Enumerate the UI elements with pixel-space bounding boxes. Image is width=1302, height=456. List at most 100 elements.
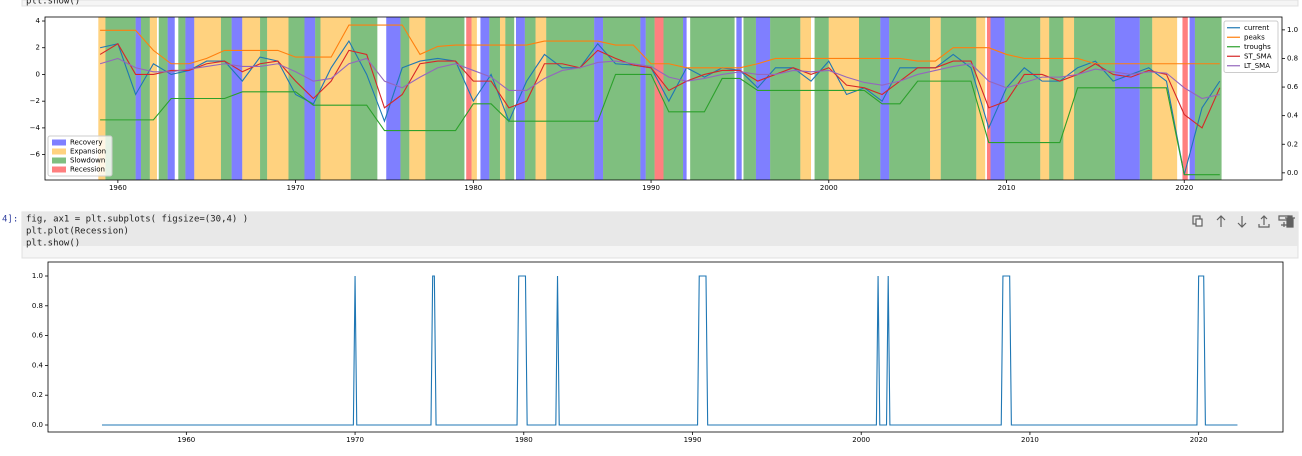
y-tick-label: 0.6 bbox=[32, 332, 44, 340]
region-span bbox=[930, 17, 941, 180]
region-span bbox=[828, 17, 860, 180]
region-span bbox=[1114, 17, 1140, 180]
y-tick-label: 2 bbox=[36, 44, 40, 52]
region-span bbox=[683, 17, 687, 180]
cell-prompt: 4]: bbox=[2, 215, 18, 225]
plot-area bbox=[101, 275, 1238, 426]
legend-label: Recession bbox=[70, 166, 105, 174]
y2-tick-label: 0.4 bbox=[1287, 112, 1299, 120]
cell-selection bbox=[22, 212, 1298, 246]
y-tick-label: −4 bbox=[30, 124, 41, 132]
region-span bbox=[140, 17, 150, 180]
region-span bbox=[594, 17, 604, 180]
region-span bbox=[814, 17, 829, 180]
region-span bbox=[889, 17, 931, 180]
region-span bbox=[1063, 17, 1075, 180]
x-tick-label: 1990 bbox=[684, 436, 702, 444]
region-span bbox=[663, 17, 684, 180]
region-span bbox=[260, 17, 268, 180]
legend-swatch bbox=[52, 139, 66, 146]
data-line bbox=[99, 57, 1220, 100]
region-span bbox=[654, 17, 664, 180]
region-span bbox=[986, 17, 991, 180]
region-span bbox=[1004, 17, 1041, 180]
region-span bbox=[736, 17, 742, 180]
code-line: plt.show() bbox=[26, 239, 80, 249]
region-span bbox=[940, 17, 977, 180]
region-span bbox=[1189, 17, 1195, 180]
y2-tick-label: 0.0 bbox=[1287, 169, 1298, 177]
y-tick-label: 0.0 bbox=[32, 421, 43, 429]
data-line bbox=[100, 73, 1220, 176]
y2-tick-label: 0.6 bbox=[1287, 83, 1299, 91]
copy-button[interactable] bbox=[1192, 215, 1203, 227]
region-span bbox=[535, 17, 547, 180]
legend-label: peaks bbox=[1244, 33, 1265, 41]
legend-label: Expansion bbox=[70, 148, 106, 156]
region-span bbox=[1182, 17, 1188, 180]
y-tick-label: 4 bbox=[36, 17, 41, 25]
region-span bbox=[135, 17, 141, 180]
delete-button[interactable] bbox=[1285, 215, 1295, 228]
region-span bbox=[400, 17, 410, 180]
region-span bbox=[158, 17, 168, 180]
region-span bbox=[489, 17, 500, 180]
legend-label: current bbox=[1244, 24, 1270, 32]
region-span bbox=[1049, 17, 1064, 180]
region-span bbox=[315, 17, 321, 180]
code-line: plt.plot(Recession) bbox=[26, 227, 129, 237]
x-tick-label: 2000 bbox=[852, 436, 870, 444]
y-tick-label: −2 bbox=[30, 97, 40, 105]
legend-label: ST_SMA bbox=[1244, 52, 1272, 60]
y-tick-label: 0.8 bbox=[32, 302, 43, 310]
region-span bbox=[242, 17, 261, 180]
region-span bbox=[524, 17, 536, 180]
insert-above-button[interactable] bbox=[1258, 215, 1270, 228]
region-span bbox=[755, 17, 771, 180]
legend-label: Slowdown bbox=[70, 157, 105, 165]
x-tick-label: 1960 bbox=[177, 436, 195, 444]
y-tick-label: 0.2 bbox=[32, 391, 43, 399]
legend-swatch bbox=[52, 148, 66, 155]
y2-tick-label: 1.0 bbox=[1287, 26, 1298, 34]
x-tick-label: 2000 bbox=[820, 184, 838, 192]
x-tick-label: 2010 bbox=[998, 184, 1016, 192]
region-span bbox=[859, 17, 881, 180]
move-down-button[interactable] bbox=[1237, 216, 1247, 228]
data-line bbox=[99, 42, 1221, 129]
legend-label: LT_SMA bbox=[1244, 62, 1270, 70]
region-span bbox=[1040, 17, 1050, 180]
region-span bbox=[1074, 17, 1115, 180]
y-tick-label: −6 bbox=[30, 151, 41, 159]
x-tick-label: 2020 bbox=[1190, 436, 1208, 444]
top-cell-input bbox=[21, 0, 1299, 7]
axes-frame bbox=[47, 261, 1284, 433]
region-span bbox=[515, 17, 525, 180]
region-span bbox=[149, 17, 157, 180]
region-span bbox=[350, 17, 378, 180]
x-tick-label: 2020 bbox=[1175, 184, 1193, 192]
region-span bbox=[466, 17, 472, 180]
region-span bbox=[640, 17, 646, 180]
region-span bbox=[770, 17, 801, 180]
y2-tick-label: 0.8 bbox=[1287, 54, 1298, 62]
region-span bbox=[471, 17, 477, 180]
region-span bbox=[645, 17, 655, 180]
region-span bbox=[480, 17, 490, 180]
move-up-button[interactable] bbox=[1216, 215, 1226, 227]
y-tick-label: 0 bbox=[36, 70, 40, 78]
region-span bbox=[220, 17, 232, 180]
region-span bbox=[409, 17, 426, 180]
region-span bbox=[231, 17, 243, 180]
y-tick-label: 1.0 bbox=[32, 272, 43, 280]
region-span bbox=[800, 17, 812, 180]
region-span bbox=[743, 17, 756, 180]
legend-swatch bbox=[52, 166, 66, 173]
region-span bbox=[690, 17, 735, 180]
top-cell-code: plt.show() bbox=[26, 0, 80, 7]
code-line: fig, ax1 = plt.subplots( figsize=(30,4) … bbox=[26, 215, 248, 225]
axes-frame bbox=[44, 16, 1283, 181]
legend-box bbox=[1223, 20, 1279, 73]
region-span bbox=[320, 17, 351, 180]
